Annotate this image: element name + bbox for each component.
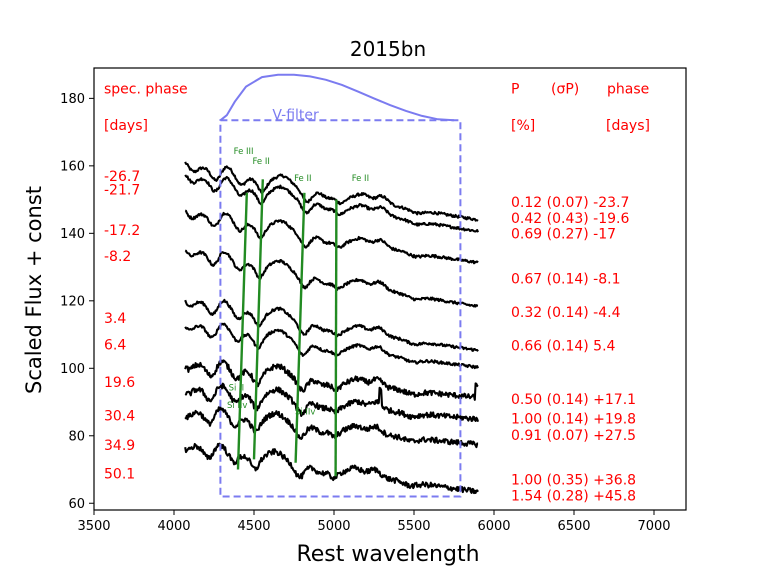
x-tick-label: 5500 [397,519,430,534]
right-header-label: phase [607,81,649,97]
polarization-row: 0.91 (0.07) +27.5 [511,428,636,444]
spec-phase-label: -21.7 [104,183,140,199]
y-tick-label: 180 [60,92,85,107]
spectrum-line [184,382,480,423]
line-annotation: Si II [229,384,244,394]
left-header-days: [days] [104,118,148,134]
right-header-label: (σP) [551,81,579,97]
polarization-row: 0.66 (0.14) 5.4 [511,339,616,355]
spec-phase-label: 6.4 [104,338,126,354]
polarization-row: 0.32 (0.14) -4.4 [511,305,621,321]
line-annotation: Fe II [253,157,270,167]
polarization-row: 0.50 (0.14) +17.1 [511,392,636,408]
line-id-marker [294,192,306,463]
y-tick-label: 120 [60,294,85,309]
left-header-phase: spec. phase [104,81,188,97]
line-annotation: Si IIv [227,401,248,411]
axes-frame [93,67,687,511]
spectrum-line [184,174,479,233]
x-tick-label: 3500 [77,519,110,534]
line-id-marker [334,199,338,477]
v-filter-label: V-filter [272,107,319,123]
y-tick-label: 80 [68,429,85,444]
axes: 3500 4000 4500 5000 5500 6000 6500 7000 60 80 100 1… [60,67,687,534]
x-tick-label: 4500 [237,519,270,534]
polarization-row: 1.00 (0.14) +19.8 [511,412,636,428]
spectrum-line [184,359,479,401]
line-id-marker [252,179,264,460]
line-annotation: Fe III [234,147,254,157]
spec-phase-label: -26.7 [104,169,140,185]
polarization-row: 0.69 (0.27) -17 [511,226,616,242]
line-annotation: Fe II [294,174,311,184]
right-header-label: [%] [511,118,535,134]
polarization-row: 0.42 (0.43) -19.6 [511,211,629,227]
x-axis-label: Rest wavelength [296,542,479,567]
y-tick-label: 100 [60,362,85,377]
spec-phase-label: 34.9 [104,438,135,454]
spec-phase-label: -8.2 [104,249,131,265]
x-tick-label: 7000 [637,519,670,534]
right-header-label: [days] [606,118,650,134]
polarization-row: 0.12 (0.07) -23.7 [511,195,629,211]
spec-phase-label: 50.1 [104,467,135,483]
spectrum-line [184,442,479,495]
right-header-label: P [511,81,519,97]
polarization-row: 1.00 (0.35) +36.8 [511,472,636,488]
y-tick-label: 160 [60,159,85,174]
y-tick-label: 140 [60,227,85,242]
x-tick-label: 5000 [317,519,350,534]
x-tick-label: 6000 [477,519,510,534]
line-annotation: Fe II [352,174,369,184]
x-tick-label: 6500 [557,519,590,534]
polarization-row: 0.67 (0.14) -8.1 [511,272,620,288]
chart-title: 2015bn [350,37,426,61]
spectrum-line [184,406,479,449]
spec-phase-label: -17.2 [104,223,140,239]
v-filter-curve [219,73,455,122]
spectrum-line [184,298,479,352]
spec-phase-label: 30.4 [104,409,135,425]
spec-phase-label: 3.4 [104,311,126,327]
y-axis-label: Scaled Flux + const [22,186,46,394]
x-tick-label: 4000 [157,519,190,534]
spec-phase-label: 19.6 [104,375,135,391]
line-annotation: Si IIv [295,408,316,418]
spectrum-line [184,161,479,222]
line-id-marker [236,192,248,470]
spectrum-line [184,322,479,370]
y-tick-label: 60 [68,497,85,512]
polarization-row: 1.54 (0.28) +45.8 [511,489,636,505]
spectrum-line [184,249,479,308]
spectrum-line [184,209,479,265]
